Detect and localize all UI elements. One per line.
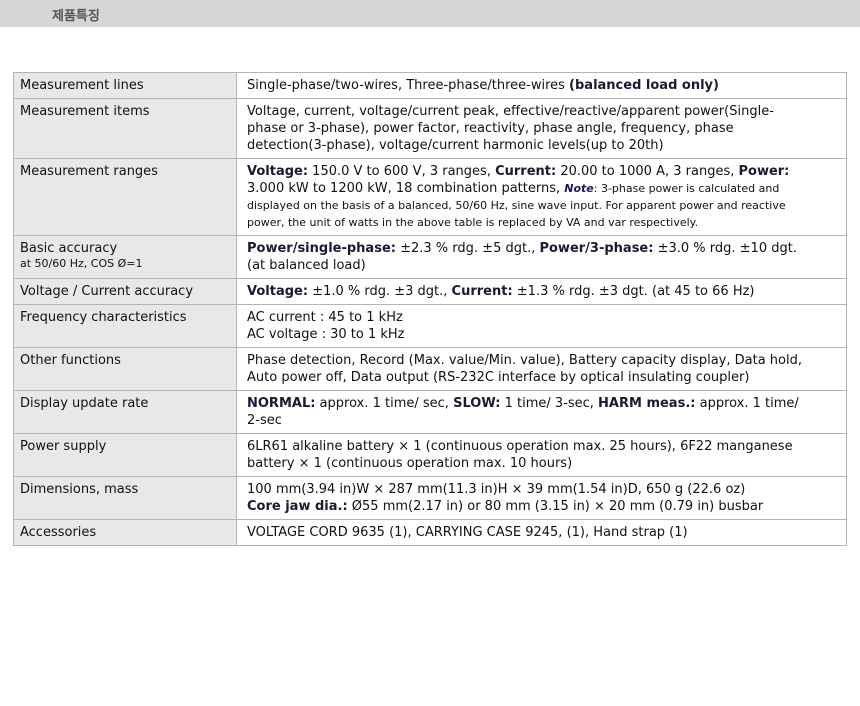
spec-label-cell: Display update rate	[13, 390, 237, 434]
spec-label-cell: Other functions	[13, 347, 237, 391]
spec-value-key: Voltage:	[247, 284, 309, 299]
spec-value-text: Phase detection, Record (Max. value/Min.…	[247, 353, 802, 385]
spec-value-key: (balanced load only)	[569, 78, 719, 93]
spec-value-text: 100 mm(3.94 in)W × 287 mm(11.3 in)H × 39…	[247, 482, 746, 497]
note-label: Note	[564, 182, 594, 195]
spec-row: Display update rate NORMAL: approx. 1 tim…	[13, 390, 847, 434]
spec-value-text: 1 time/ 3-sec,	[500, 396, 599, 411]
spec-value-cell: Phase detection, Record (Max. value/Min.…	[236, 347, 847, 391]
spec-value-key: Core jaw dia.:	[247, 499, 348, 514]
spec-row: Measurement items Voltage, current, volta…	[13, 98, 847, 159]
spec-value-cell: VOLTAGE CORD 9635 (1), CARRYING CASE 924…	[236, 519, 847, 546]
spec-value-cell: Power/single-phase: ±2.3 % rdg. ±5 dgt.,…	[236, 235, 847, 279]
spec-label: Basic accuracy	[20, 241, 118, 256]
spec-value-text: Voltage, current, voltage/current peak, …	[247, 104, 774, 153]
spec-label-cell: Frequency characteristics	[13, 304, 237, 348]
spec-label-cell: Measurement ranges	[13, 158, 237, 236]
spec-value-cell: Voltage: 150.0 V to 600 V, 3 ranges, Cur…	[236, 158, 847, 236]
spec-row: Frequency characteristics AC current : 45…	[13, 304, 847, 348]
spec-value-key: NORMAL:	[247, 396, 316, 411]
spec-value-key: Current:	[451, 284, 513, 299]
spec-label: Voltage / Current accuracy	[20, 284, 194, 299]
spec-value-text: 150.0 V to 600 V, 3 ranges,	[308, 164, 496, 179]
spec-value-key: SLOW:	[453, 396, 501, 411]
spec-value-cell: Single-phase/two-wires, Three-phase/thre…	[236, 72, 847, 99]
spec-value-text: VOLTAGE CORD 9635 (1), CARRYING CASE 924…	[247, 525, 688, 540]
spec-value-key: Power/single-phase:	[247, 241, 396, 256]
spec-label: Dimensions, mass	[20, 482, 139, 497]
spec-row: Dimensions, mass 100 mm(3.94 in)W × 287 m…	[13, 476, 847, 520]
spec-value-key: HARM meas.:	[598, 396, 696, 411]
spec-value-cell: NORMAL: approx. 1 time/ sec, SLOW: 1 tim…	[236, 390, 847, 434]
spec-value-text: : 3-phase power is calculated and displa…	[247, 182, 786, 229]
spec-value-cell: 100 mm(3.94 in)W × 287 mm(11.3 in)H × 39…	[236, 476, 847, 520]
spec-value-text: approx. 1 time/ sec,	[315, 396, 454, 411]
spec-value-text: 3.000 kW to 1200 kW, 18 combination patt…	[247, 181, 565, 196]
spec-table: Measurement lines Single-phase/two-wires,…	[13, 72, 847, 546]
spec-row: Measurement lines Single-phase/two-wires,…	[13, 72, 847, 99]
spec-label: Measurement lines	[20, 78, 144, 93]
spec-value-cell: Voltage, current, voltage/current peak, …	[236, 98, 847, 159]
spec-value-key: Current:	[495, 164, 557, 179]
spec-value-text: AC current : 45 to 1 kHz	[247, 310, 403, 325]
spec-label: Measurement ranges	[20, 164, 158, 179]
spec-row: Power supply 6LR61 alkaline battery × 1 (…	[13, 433, 847, 477]
spec-value-key: Power/3-phase:	[539, 241, 654, 256]
spec-value-text: 20.00 to 1000 A, 3 ranges,	[556, 164, 739, 179]
spec-row: Other functions Phase detection, Record (…	[13, 347, 847, 391]
spec-value-text: AC voltage : 30 to 1 kHz	[247, 327, 405, 342]
spec-value-key: Voltage:	[247, 164, 309, 179]
section-header-bar: 제품특징	[0, 0, 860, 27]
spec-value-text: ±1.3 % rdg. ±3 dgt. (at 45 to 66 Hz)	[512, 284, 755, 299]
spec-row: Basic accuracy at 50/60 Hz, COS Ø=1 Power/…	[13, 235, 847, 279]
section-title: 제품특징	[52, 9, 100, 24]
spec-label-cell: Power supply	[13, 433, 237, 477]
spec-value-text: ±2.3 % rdg. ±5 dgt.,	[395, 241, 540, 256]
spec-label: Display update rate	[20, 396, 149, 411]
spec-value-key: Power:	[738, 164, 790, 179]
spec-row: Voltage / Current accuracy Voltage: ±1.0 …	[13, 278, 847, 305]
spec-label: Frequency characteristics	[20, 310, 187, 325]
spec-label: Measurement items	[20, 104, 150, 119]
spec-row: Accessories VOLTAGE CORD 9635 (1), CARRYI…	[13, 519, 847, 546]
spec-value-text: ±3.0 % rdg. ±10 dgt. (at balanced load)	[247, 241, 797, 273]
spec-label-cell: Dimensions, mass	[13, 476, 237, 520]
spec-value-text: Single-phase/two-wires, Three-phase/thre…	[247, 78, 570, 93]
spec-label-cell: Accessories	[13, 519, 237, 546]
spec-label: Other functions	[20, 353, 121, 368]
spec-value-text: approx. 1 time/ 2-sec	[247, 396, 799, 428]
spec-label: Power supply	[20, 439, 107, 454]
spec-label-cell: Voltage / Current accuracy	[13, 278, 237, 305]
spec-value-text: Ø55 mm(2.17 in) or 80 mm (3.15 in) × 20 …	[347, 499, 764, 514]
spec-value-cell: 6LR61 alkaline battery × 1 (continuous o…	[236, 433, 847, 477]
spec-label-cell: Measurement lines	[13, 72, 237, 99]
spec-value-text: ±1.0 % rdg. ±3 dgt.,	[308, 284, 452, 299]
spec-value-text: 6LR61 alkaline battery × 1 (continuous o…	[247, 439, 793, 471]
spec-label-cell: Basic accuracy at 50/60 Hz, COS Ø=1	[13, 235, 237, 279]
spec-value-cell: AC current : 45 to 1 kHz AC voltage : 30 …	[236, 304, 847, 348]
spec-sublabel: at 50/60 Hz, COS Ø=1	[20, 257, 143, 270]
spec-row: Measurement ranges Voltage: 150.0 V to 60…	[13, 158, 847, 236]
spec-value-cell: Voltage: ±1.0 % rdg. ±3 dgt., Current: ±…	[236, 278, 847, 305]
spec-label-cell: Measurement items	[13, 98, 237, 159]
spec-label: Accessories	[20, 525, 97, 540]
